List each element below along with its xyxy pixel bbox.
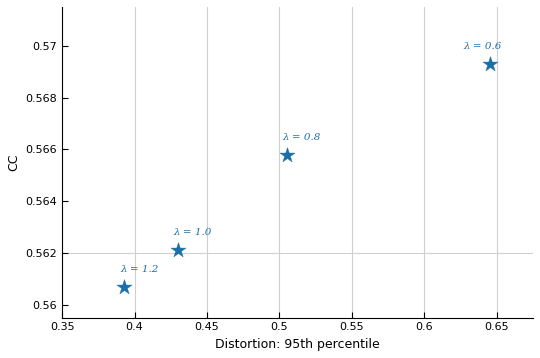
X-axis label: Distortion: 95th percentile: Distortion: 95th percentile [215, 338, 380, 351]
Point [120, 284, 129, 289]
Point [485, 61, 494, 67]
Text: λ = 1.2: λ = 1.2 [120, 265, 158, 274]
Point [174, 247, 183, 253]
Text: λ = 0.8: λ = 0.8 [282, 132, 321, 141]
Y-axis label: CC: CC [7, 154, 20, 171]
Text: λ = 0.6: λ = 0.6 [463, 42, 502, 51]
Point [282, 152, 291, 158]
Text: λ = 1.0: λ = 1.0 [174, 228, 212, 237]
